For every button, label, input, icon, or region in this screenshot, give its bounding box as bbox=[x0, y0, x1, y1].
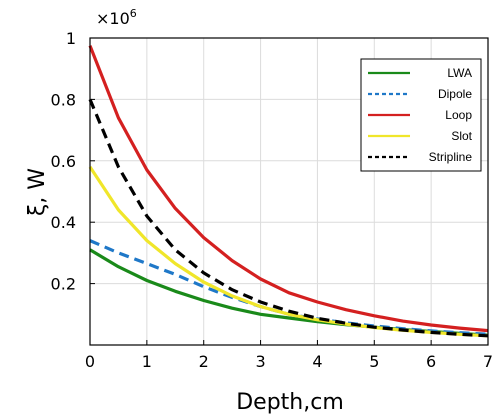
legend: LWA Dipole Loop Slot Stripline bbox=[360, 58, 482, 172]
series-line-stripline bbox=[88, 98, 489, 338]
legend-label-loop: Loop bbox=[445, 108, 472, 122]
legend-label-slot: Slot bbox=[451, 129, 472, 143]
x-tick-label: 7 bbox=[483, 352, 493, 371]
x-tick-label: 4 bbox=[312, 352, 322, 371]
y-tick-label: 0.2 bbox=[51, 275, 76, 294]
x-axis-label: Depth,cm bbox=[236, 390, 344, 415]
axis-ticks: 0 1 2 3 4 5 6 7 0.2 0.4 0.6 0.8 1 bbox=[51, 29, 494, 371]
y-tick-label: 1 bbox=[66, 29, 76, 48]
legend-label-lwa: LWA bbox=[447, 66, 472, 80]
x-tick-label: 3 bbox=[255, 352, 265, 371]
legend-label-stripline: Stripline bbox=[429, 150, 473, 164]
series-line-loop bbox=[88, 45, 489, 333]
x-tick-label: 6 bbox=[426, 352, 436, 371]
y-axis-label: ξ, W bbox=[25, 168, 50, 216]
y-tick-label: 0.4 bbox=[51, 213, 76, 232]
x-tick-label: 0 bbox=[85, 352, 95, 371]
series-lines bbox=[88, 45, 489, 338]
x-tick-label: 5 bbox=[369, 352, 379, 371]
legend-label-dipole: Dipole bbox=[438, 87, 472, 101]
series-line-dipole bbox=[89, 239, 489, 336]
y-tick-label: 0.6 bbox=[51, 152, 76, 171]
x-tick-label: 1 bbox=[142, 352, 152, 371]
plot-frame bbox=[89, 37, 489, 346]
y-tick-label: 0.8 bbox=[51, 90, 76, 109]
x-tick-label: 2 bbox=[199, 352, 209, 371]
y-multiplier-label: ×106 bbox=[96, 7, 137, 28]
